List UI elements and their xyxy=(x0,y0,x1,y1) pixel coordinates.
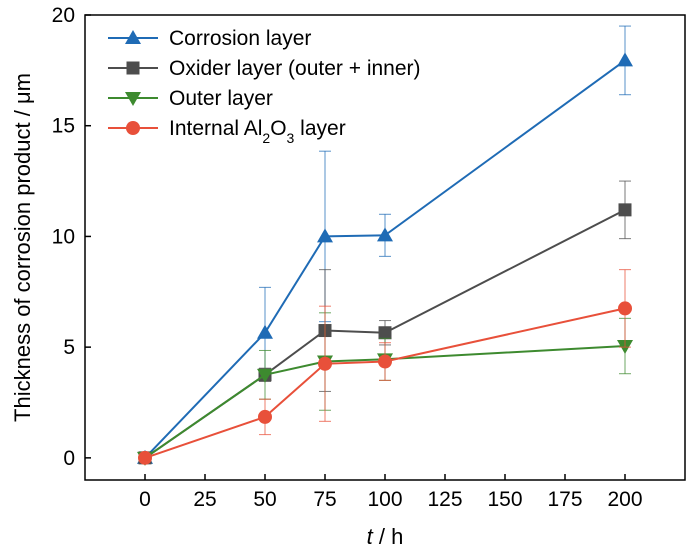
x-tick-label: 25 xyxy=(193,488,216,511)
legend-label: Internal Al2O3 layer xyxy=(169,117,346,146)
x-tick-label: 50 xyxy=(253,488,276,511)
y-tick-label: 10 xyxy=(52,225,75,248)
data-point xyxy=(258,409,272,424)
axes-layer: 0 25 50 75 100 125 150 175 200 0 5 10 15 20 xyxy=(52,4,686,511)
legend-item: Outer layer xyxy=(108,87,273,110)
legend-item: Oxider layer (outer + inner) xyxy=(108,57,421,80)
legend-item: Internal Al2O3 layer xyxy=(108,117,346,146)
legend-marker xyxy=(125,92,141,106)
x-tick-label: 75 xyxy=(313,488,336,511)
data-point xyxy=(378,326,392,340)
x-tick-label: 100 xyxy=(367,488,402,511)
y-tick-label: 5 xyxy=(63,336,75,359)
legend-label: Oxider layer (outer + inner) xyxy=(169,57,421,80)
legend-marker xyxy=(125,30,141,44)
data-point xyxy=(377,227,393,242)
data-point xyxy=(138,450,152,465)
data-point xyxy=(617,52,633,67)
data-point xyxy=(618,301,632,316)
x-tick-label: 0 xyxy=(139,488,151,511)
data-point xyxy=(618,203,632,217)
data-point xyxy=(317,228,333,243)
axis-labels: t / h Thickness of corrosion product / μm xyxy=(10,73,403,549)
series-3 xyxy=(138,269,632,465)
x-tick-label: 150 xyxy=(487,488,522,511)
data-point xyxy=(378,354,392,369)
legend: Corrosion layer Oxider layer (outer + inn… xyxy=(108,27,421,146)
legend-label: Corrosion layer xyxy=(169,27,311,50)
y-axis-label: Thickness of corrosion product / μm xyxy=(10,73,35,422)
x-axis-label: t / h xyxy=(367,524,404,549)
legend-item: Corrosion layer xyxy=(108,27,311,50)
x-tick-label: 175 xyxy=(547,488,582,511)
y-tick-label: 20 xyxy=(52,4,75,27)
data-point xyxy=(257,368,273,383)
data-point xyxy=(257,324,273,339)
x-tick-label: 125 xyxy=(427,488,462,511)
legend-label: Outer layer xyxy=(169,87,273,110)
y-tick-label: 0 xyxy=(63,447,75,470)
legend-marker xyxy=(126,61,140,75)
legend-marker xyxy=(126,121,140,135)
data-point xyxy=(318,356,332,371)
x-tick-label: 200 xyxy=(607,488,642,511)
y-tick-label: 15 xyxy=(52,115,75,138)
series-layer xyxy=(137,25,633,466)
